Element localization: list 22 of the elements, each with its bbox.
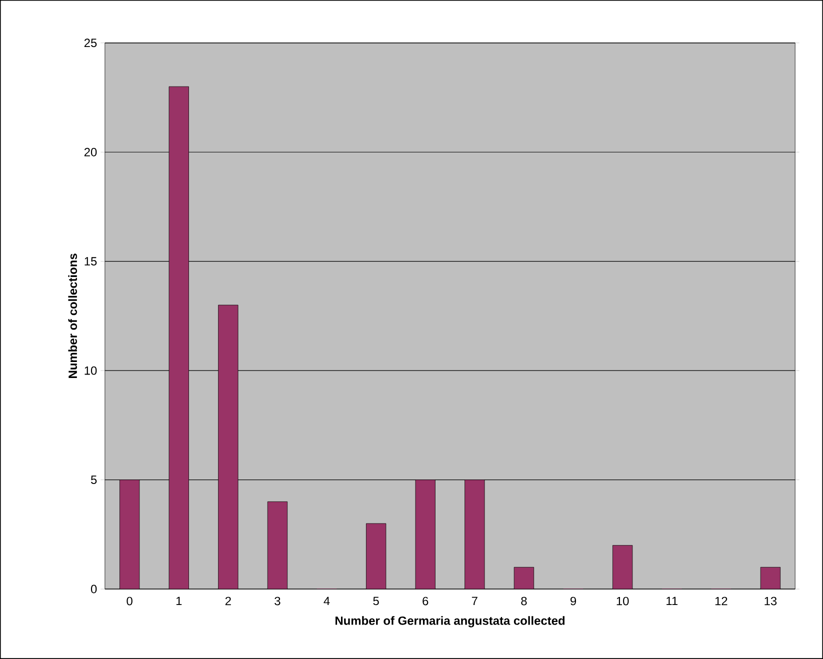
x-tick-label: 8 [521,596,527,606]
y-tick-label: 20 [84,148,97,156]
x-tick-label: 7 [472,596,478,606]
x-tick-label: 1 [176,596,182,606]
x-axis-title: Number of Germaria angustata collected [336,616,565,628]
y-tick-label: 15 [84,257,97,266]
x-tick-label: 2 [225,596,231,606]
x-tick-label: 4 [324,596,330,606]
x-tick-label: 6 [422,596,428,606]
x-tick-label: 0 [126,596,132,606]
x-tick-label: 5 [373,596,379,606]
x-tick-label: 11 [666,596,678,606]
x-tick-label: 10 [616,596,629,606]
x-tick-label: 12 [715,596,728,606]
y-axis-title: Number of collections [68,254,78,378]
x-tick-label: 9 [570,596,576,606]
y-tick-label: 0 [90,584,97,594]
x-tick-label: 13 [764,596,777,606]
x-tick-label: 3 [274,596,280,606]
y-tick-label: 25 [84,38,97,48]
y-tick-label: 10 [84,366,97,375]
y-tick-label: 5 [90,476,97,484]
